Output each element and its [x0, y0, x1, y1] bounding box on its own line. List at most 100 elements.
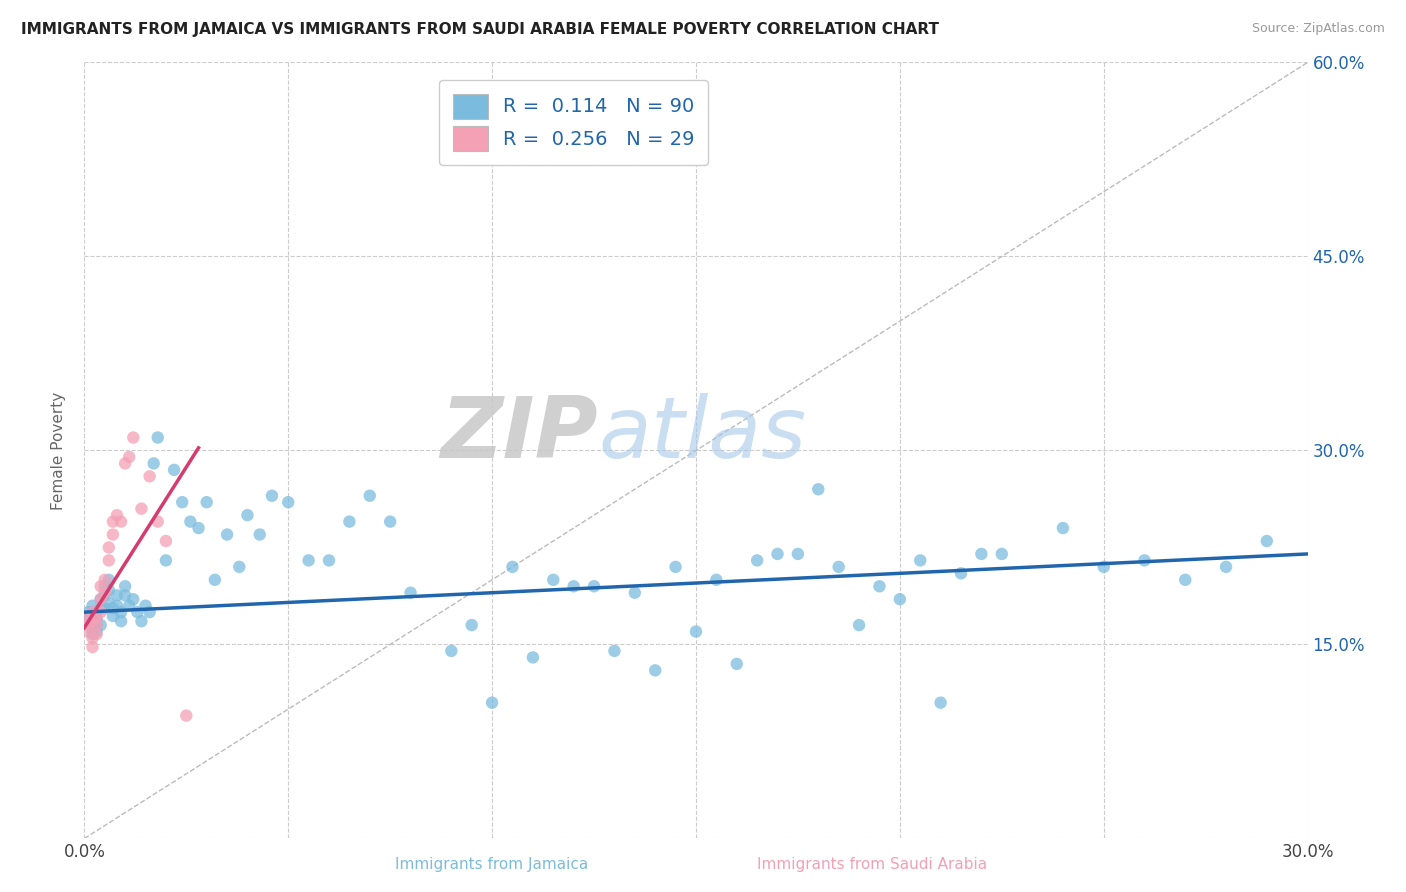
Point	[77, 605, 100, 619]
Point	[848, 618, 870, 632]
Point	[179, 515, 201, 529]
Point	[114, 579, 136, 593]
Point	[82, 614, 104, 628]
Point	[950, 566, 973, 581]
Point	[1052, 521, 1074, 535]
Text: atlas: atlas	[598, 393, 806, 476]
Point	[114, 588, 136, 602]
Point	[97, 553, 120, 567]
Point	[82, 631, 104, 645]
Point	[889, 592, 911, 607]
Text: ZIP: ZIP	[440, 393, 598, 476]
Point	[665, 560, 688, 574]
Point	[86, 612, 108, 626]
Point	[339, 515, 361, 529]
Point	[187, 521, 209, 535]
Point	[122, 592, 145, 607]
Legend: R =  0.114   N = 90, R =  0.256   N = 29: R = 0.114 N = 90, R = 0.256 N = 29	[439, 80, 709, 165]
Point	[910, 553, 932, 567]
Point	[217, 527, 239, 541]
Point	[155, 553, 177, 567]
Point	[142, 457, 165, 471]
Point	[86, 624, 108, 639]
Point	[440, 644, 463, 658]
Point	[522, 650, 544, 665]
Point	[127, 605, 149, 619]
Point	[118, 450, 141, 464]
Text: Immigrants from Jamaica: Immigrants from Jamaica	[395, 857, 589, 872]
Point	[583, 579, 606, 593]
Point	[991, 547, 1014, 561]
Point	[82, 640, 104, 654]
Point	[502, 560, 524, 574]
Point	[97, 541, 120, 555]
Point	[110, 515, 132, 529]
Text: Source: ZipAtlas.com: Source: ZipAtlas.com	[1251, 22, 1385, 36]
Point	[260, 489, 283, 503]
Point	[399, 586, 422, 600]
Point	[93, 579, 115, 593]
Point	[101, 515, 124, 529]
Point	[77, 618, 100, 632]
Point	[114, 457, 136, 471]
Point	[82, 627, 104, 641]
Point	[249, 527, 271, 541]
Point	[135, 599, 157, 613]
Point	[138, 469, 160, 483]
Point	[131, 501, 153, 516]
Point	[172, 495, 194, 509]
Point	[204, 573, 226, 587]
Point	[155, 533, 177, 548]
Point	[86, 612, 108, 626]
Point	[105, 588, 128, 602]
Point	[90, 592, 112, 607]
Point	[543, 573, 565, 587]
Point	[86, 627, 108, 641]
Point	[82, 614, 104, 628]
Point	[481, 696, 503, 710]
Point	[787, 547, 810, 561]
Point	[110, 605, 132, 619]
Point	[685, 624, 707, 639]
Point	[228, 560, 250, 574]
Point	[562, 579, 585, 593]
Point	[90, 618, 112, 632]
Point	[93, 573, 115, 587]
Point	[1174, 573, 1197, 587]
Text: IMMIGRANTS FROM JAMAICA VS IMMIGRANTS FROM SAUDI ARABIA FEMALE POVERTY CORRELATI: IMMIGRANTS FROM JAMAICA VS IMMIGRANTS FR…	[21, 22, 939, 37]
Point	[174, 708, 197, 723]
Point	[90, 579, 112, 593]
Point	[97, 573, 120, 587]
Point	[807, 482, 830, 496]
Point	[138, 605, 160, 619]
Point	[359, 489, 381, 503]
Point	[624, 586, 647, 600]
Point	[101, 527, 124, 541]
Point	[90, 592, 112, 607]
Point	[97, 583, 120, 598]
Point	[1215, 560, 1237, 574]
Point	[747, 553, 769, 567]
Point	[93, 586, 115, 600]
Point	[77, 612, 100, 626]
Point	[86, 605, 108, 619]
Point	[380, 515, 402, 529]
Point	[869, 579, 891, 593]
Point	[82, 622, 104, 636]
Point	[105, 508, 128, 523]
Point	[101, 609, 124, 624]
Point	[101, 601, 124, 615]
Point	[644, 664, 666, 678]
Point	[93, 588, 115, 602]
Point	[97, 596, 120, 610]
Point	[163, 463, 186, 477]
Point	[122, 431, 145, 445]
Point	[318, 553, 340, 567]
Point	[146, 515, 169, 529]
Point	[90, 605, 112, 619]
Point	[86, 618, 108, 632]
Point	[461, 618, 484, 632]
Point	[277, 495, 299, 509]
Point	[77, 618, 100, 632]
Text: Immigrants from Saudi Arabia: Immigrants from Saudi Arabia	[756, 857, 987, 872]
